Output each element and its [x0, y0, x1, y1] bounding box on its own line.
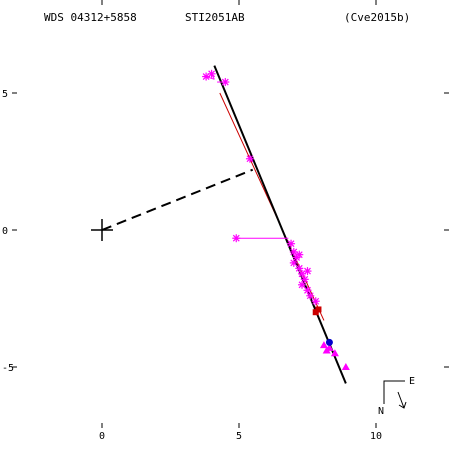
measurement-triangle	[330, 349, 339, 357]
compass: N E	[378, 376, 415, 417]
measurement-star	[232, 234, 241, 243]
measurement-star	[221, 78, 230, 87]
measurement-marks	[202, 69, 350, 370]
axis-ticks	[12, 0, 449, 428]
measurement-square	[312, 309, 319, 316]
compass-axes	[383, 380, 405, 404]
chart-header-reference: (Cve2015b)	[344, 11, 410, 24]
x-tick-label-0: 0	[99, 431, 105, 442]
measurement-star	[289, 258, 298, 267]
measurement-star	[306, 291, 315, 300]
y-tick-label-0: 0	[2, 226, 8, 237]
chart-title: STI2051AB	[185, 11, 245, 24]
measurement-star	[311, 297, 320, 306]
measurement-star	[298, 280, 307, 289]
measurement-star	[295, 250, 304, 259]
orbit-line	[213, 65, 347, 384]
compass-north-label: N	[378, 406, 384, 417]
node-line	[101, 168, 254, 231]
chart-header-wds: WDS 04312+5858	[44, 11, 137, 24]
compass-east-label: E	[409, 376, 415, 387]
measurement-circle	[325, 338, 333, 346]
orbit-lines	[91, 65, 347, 384]
measurement-star	[287, 239, 296, 248]
measurement-triangle	[322, 346, 331, 354]
x-tick-label-5: 5	[236, 431, 242, 442]
y-tick-label-5: 5	[2, 89, 8, 100]
measurement-star	[245, 154, 254, 163]
measurement-star	[303, 267, 312, 276]
measurement-star	[207, 69, 216, 78]
compass-direction-arrow	[397, 391, 407, 409]
measurement-triangle	[319, 341, 328, 349]
x-tick-label-10: 10	[370, 431, 382, 442]
y-tick-label-minus-5: -5	[2, 363, 14, 374]
measurement-triangle	[341, 363, 350, 370]
